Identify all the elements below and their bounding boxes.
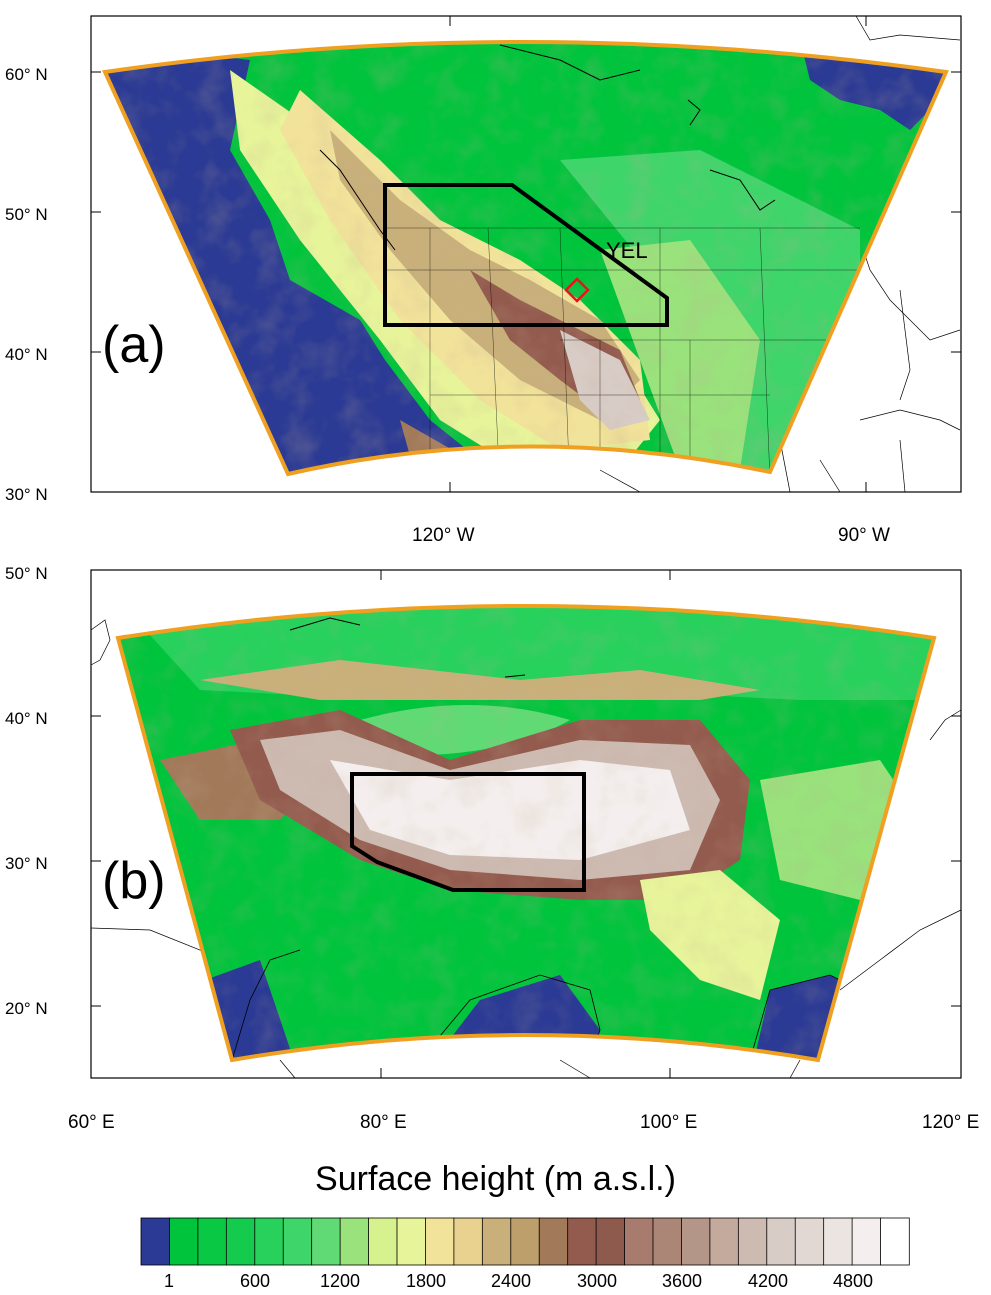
colorbar-segment <box>481 1217 512 1266</box>
colorbar-segment <box>510 1217 540 1266</box>
colorbar-label-2400: 2400 <box>491 1271 531 1291</box>
colorbar-segment <box>225 1217 256 1266</box>
colorbar-segment <box>282 1217 313 1266</box>
panel-b-lat-40: 40° N <box>5 709 48 728</box>
panel-b-study-region <box>350 772 586 892</box>
panel-b-lat-20: 20° N <box>5 999 48 1018</box>
colorbar-segment <box>453 1217 484 1266</box>
colorbar-segment <box>396 1217 427 1266</box>
colorbar-segment <box>737 1217 768 1266</box>
panel-a-lon-120w: 120° W <box>412 525 475 546</box>
panel-b-lon-60e: 60° E <box>68 1112 115 1133</box>
colorbar-segment <box>254 1217 284 1266</box>
panel-a-study-region <box>383 183 669 327</box>
panel-b-lat-50: 50° N <box>5 564 48 583</box>
colorbar-label-4800: 4800 <box>833 1271 873 1291</box>
colorbar-title: Surface height (m a.s.l.) <box>315 1160 676 1198</box>
panel-b-map: (b) 50° N 40° N 30° N 20° N 60° E 80° E … <box>5 564 979 1133</box>
colorbar-labels: 1 600 1200 1800 2400 3000 3600 4200 4800 <box>164 1271 873 1291</box>
colorbar-segment <box>823 1217 853 1266</box>
colorbar-segment <box>368 1217 398 1266</box>
colorbar <box>140 1217 910 1266</box>
colorbar-segment <box>197 1217 228 1266</box>
site-marker-icon <box>564 277 590 303</box>
site-label: YEL <box>606 238 648 263</box>
panel-a-lon-90w: 90° W <box>838 525 890 546</box>
colorbar-segment <box>880 1217 910 1266</box>
colorbar-label-600: 600 <box>240 1271 270 1291</box>
colorbar-label-3600: 3600 <box>662 1271 702 1291</box>
colorbar-segment <box>169 1217 199 1266</box>
colorbar-segment <box>595 1217 626 1266</box>
colorbar-segment <box>652 1217 683 1266</box>
colorbar-segment <box>339 1217 370 1266</box>
colorbar-segment <box>681 1217 711 1266</box>
panel-a-ticks <box>91 16 961 493</box>
panel-b-ticks <box>91 569 961 1078</box>
panel-b-domain-border <box>115 604 937 1063</box>
colorbar-label-3000: 3000 <box>577 1271 617 1291</box>
colorbar-segment <box>624 1217 654 1266</box>
colorbar-segment <box>766 1217 796 1266</box>
colorbar-label-1800: 1800 <box>406 1271 446 1291</box>
panel-b-lon-100e: 100° E <box>640 1112 697 1133</box>
colorbar-segment <box>311 1217 341 1266</box>
colorbar-segment <box>140 1217 171 1266</box>
panel-a-lat-30: 30° N <box>5 485 48 504</box>
panel-b-label: (b) <box>102 852 166 910</box>
panel-a-lat-50: 50° N <box>5 205 48 224</box>
colorbar-label-1200: 1200 <box>320 1271 360 1291</box>
colorbar-segment <box>567 1217 597 1266</box>
colorbar-label-4200: 4200 <box>748 1271 788 1291</box>
panel-a-label: (a) <box>102 316 166 374</box>
panel-a-lat-60: 60° N <box>5 65 48 84</box>
colorbar-segment <box>709 1217 740 1266</box>
panel-b-lon-120e: 120° E <box>922 1112 979 1133</box>
panel-b-lat-30: 30° N <box>5 854 48 873</box>
panel-a-lat-40: 40° N <box>5 345 48 364</box>
colorbar-segment <box>794 1217 825 1266</box>
colorbar-label-1: 1 <box>164 1271 174 1291</box>
colorbar-segment <box>538 1217 569 1266</box>
colorbar-segment <box>851 1217 882 1266</box>
panel-a-map: YEL (a) 60° N 50° N 40° N 30° N 120° W 9… <box>5 15 962 546</box>
panel-a-domain-border <box>102 40 949 477</box>
colorbar-segment <box>425 1217 455 1266</box>
panel-b-lon-80e: 80° E <box>360 1112 407 1133</box>
